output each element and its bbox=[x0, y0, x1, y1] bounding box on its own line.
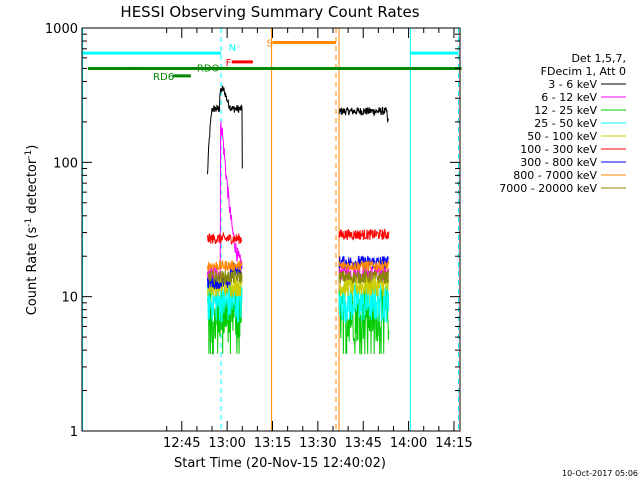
x-tick-label: 14:15 bbox=[435, 436, 472, 451]
flag-label: F bbox=[226, 58, 232, 69]
series-line bbox=[207, 84, 243, 175]
x-tick-label: 14:00 bbox=[390, 436, 427, 451]
chart-title: HESSI Observing Summary Count Rates bbox=[120, 3, 419, 21]
legend-entry-label: 100 - 300 keV bbox=[520, 143, 597, 156]
flag-label: RDO bbox=[197, 63, 220, 74]
x-tick-label: 13:15 bbox=[254, 436, 291, 451]
series-line bbox=[338, 283, 390, 323]
series-line bbox=[207, 121, 243, 281]
y-tick-label: 1000 bbox=[45, 22, 78, 37]
series-line bbox=[338, 260, 390, 272]
series-line bbox=[207, 275, 243, 298]
x-tick-label: 13:30 bbox=[299, 436, 336, 451]
footer-date: 10-Oct-2017 05:06 bbox=[562, 469, 638, 478]
legend-entry-label: 50 - 100 keV bbox=[527, 130, 597, 143]
x-tick-label: 13:45 bbox=[344, 436, 381, 451]
legend-entry-label: 300 - 800 keV bbox=[520, 156, 597, 169]
series-line bbox=[338, 106, 390, 123]
y-tick-label: 10 bbox=[61, 291, 78, 306]
x-tick-label: 13:00 bbox=[208, 436, 245, 451]
x-tick-label: 12:45 bbox=[163, 436, 200, 451]
legend-header: Det 1,5,7, bbox=[571, 52, 626, 65]
series-line bbox=[207, 231, 243, 245]
y-tick-label: 1 bbox=[70, 425, 78, 440]
legend-entry-label: 800 - 7000 keV bbox=[513, 169, 597, 182]
series-line bbox=[338, 283, 390, 355]
flag-label: N bbox=[229, 43, 236, 54]
series-line bbox=[207, 260, 243, 272]
x-axis-label: Start Time (20-Nov-15 12:40:02) bbox=[174, 456, 386, 471]
legend-entry-label: 6 - 12 keV bbox=[541, 91, 597, 104]
series-line bbox=[338, 270, 390, 285]
y-tick-label: 100 bbox=[53, 156, 78, 171]
plot-frame bbox=[81, 27, 461, 432]
flag-label: S bbox=[266, 38, 272, 49]
y-axis-label: Count Rate (s-1 detector-1) bbox=[24, 145, 40, 316]
series-line bbox=[338, 227, 390, 241]
series-line bbox=[207, 269, 243, 286]
legend-entry-label: 7000 - 20000 keV bbox=[499, 182, 597, 195]
flag-label: RD6 bbox=[153, 72, 174, 83]
legend-entry-label: 3 - 6 keV bbox=[548, 78, 597, 91]
legend-header: FDecim 1, Att 0 bbox=[541, 65, 626, 78]
legend-entry-label: 25 - 50 keV bbox=[534, 117, 597, 130]
legend-entry-label: 12 - 25 keV bbox=[534, 104, 597, 117]
